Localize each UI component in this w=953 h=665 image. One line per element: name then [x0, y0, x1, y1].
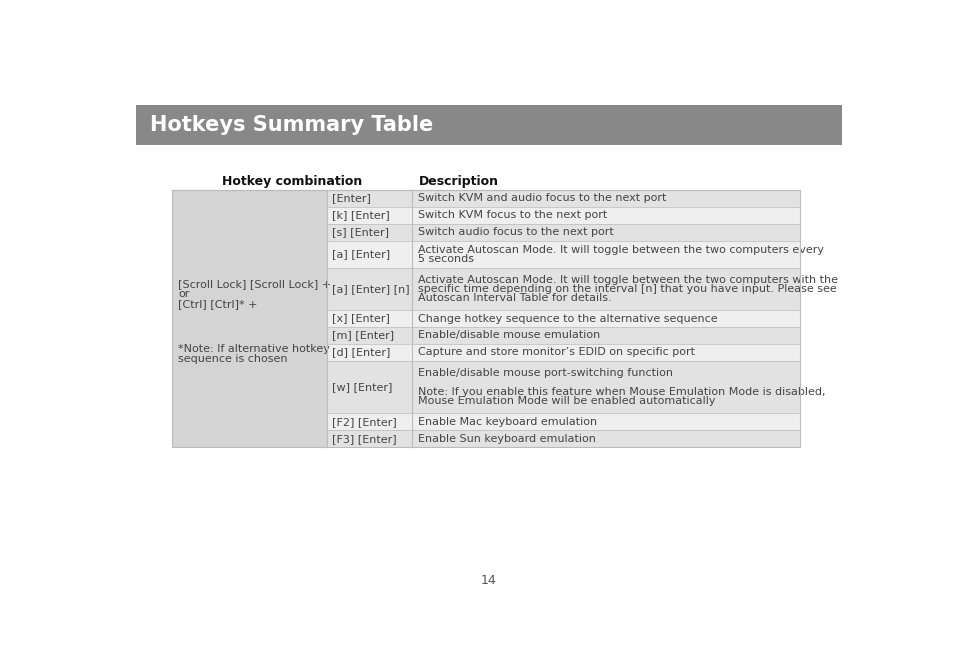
Text: [d] [Enter]: [d] [Enter] [332, 347, 391, 357]
Text: Switch audio focus to the next port: Switch audio focus to the next port [418, 227, 614, 237]
Text: Description: Description [418, 176, 497, 188]
Text: 5 seconds: 5 seconds [418, 254, 474, 264]
Text: Note: If you enable this feature when Mouse Emulation Mode is disabled,: Note: If you enable this feature when Mo… [418, 386, 825, 396]
Text: or: or [178, 289, 190, 299]
Text: [F2] [Enter]: [F2] [Enter] [332, 417, 396, 427]
Text: Switch KVM focus to the next port: Switch KVM focus to the next port [418, 210, 607, 220]
FancyBboxPatch shape [327, 269, 799, 310]
Text: [Ctrl] [Ctrl]* +: [Ctrl] [Ctrl]* + [178, 299, 257, 309]
Text: Hotkeys Summary Table: Hotkeys Summary Table [150, 115, 433, 135]
Text: Hotkey combination: Hotkey combination [222, 176, 362, 188]
FancyBboxPatch shape [136, 105, 841, 145]
Text: [s] [Enter]: [s] [Enter] [332, 227, 389, 237]
Text: Mouse Emulation Mode will be enabled automatically: Mouse Emulation Mode will be enabled aut… [418, 396, 715, 406]
FancyBboxPatch shape [327, 344, 799, 361]
Text: Switch KVM and audio focus to the next port: Switch KVM and audio focus to the next p… [418, 194, 666, 203]
Text: Enable/disable mouse emulation: Enable/disable mouse emulation [418, 331, 600, 340]
Text: Enable Mac keyboard emulation: Enable Mac keyboard emulation [418, 417, 597, 427]
FancyBboxPatch shape [327, 430, 799, 447]
Text: sequence is chosen: sequence is chosen [178, 354, 288, 364]
Text: specific time depending on the interval [n] that you have input. Please see: specific time depending on the interval … [418, 284, 837, 294]
Text: Enable/disable mouse port-switching function: Enable/disable mouse port-switching func… [418, 368, 673, 378]
FancyBboxPatch shape [327, 361, 799, 413]
Text: [k] [Enter]: [k] [Enter] [332, 210, 390, 220]
FancyBboxPatch shape [327, 413, 799, 430]
Text: 14: 14 [480, 574, 497, 587]
Text: [x] [Enter]: [x] [Enter] [332, 313, 390, 323]
Text: Activate Autoscan Mode. It will toggle between the two computers every: Activate Autoscan Mode. It will toggle b… [418, 245, 823, 255]
Text: [Enter]: [Enter] [332, 194, 371, 203]
Text: [a] [Enter]: [a] [Enter] [332, 249, 390, 259]
FancyBboxPatch shape [327, 310, 799, 327]
FancyBboxPatch shape [327, 241, 799, 269]
Text: Change hotkey sequence to the alternative sequence: Change hotkey sequence to the alternativ… [418, 313, 718, 323]
FancyBboxPatch shape [327, 207, 799, 224]
FancyBboxPatch shape [327, 327, 799, 344]
Text: Autoscan Interval Table for details.: Autoscan Interval Table for details. [418, 293, 612, 303]
Text: *Note: If alternative hotkey: *Note: If alternative hotkey [178, 344, 330, 354]
Text: [Scroll Lock] [Scroll Lock] +: [Scroll Lock] [Scroll Lock] + [178, 279, 331, 289]
Text: [a] [Enter] [n]: [a] [Enter] [n] [332, 284, 410, 294]
Text: [w] [Enter]: [w] [Enter] [332, 382, 393, 392]
Text: Enable Sun keyboard emulation: Enable Sun keyboard emulation [418, 434, 596, 444]
Text: [F3] [Enter]: [F3] [Enter] [332, 434, 396, 444]
Text: Capture and store monitor’s EDID on specific port: Capture and store monitor’s EDID on spec… [418, 347, 695, 357]
FancyBboxPatch shape [172, 190, 327, 447]
FancyBboxPatch shape [327, 224, 799, 241]
Text: [m] [Enter]: [m] [Enter] [332, 331, 395, 340]
Text: Activate Autoscan Mode. It will toggle between the two computers with the: Activate Autoscan Mode. It will toggle b… [418, 275, 838, 285]
FancyBboxPatch shape [327, 190, 799, 207]
